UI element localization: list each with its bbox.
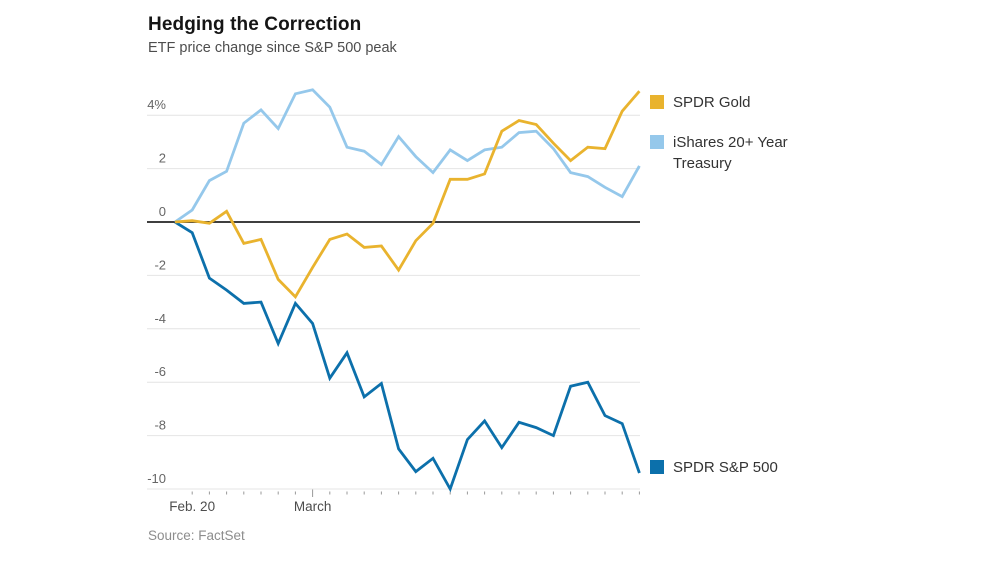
series-line-spdr-gold	[174, 90, 641, 300]
chart-subtitle: ETF price change since S&P 500 peak	[148, 40, 397, 56]
legend-swatch-treasury	[650, 135, 664, 149]
legend-label-sp500: SPDR S&P 500	[673, 459, 778, 476]
x-axis-label: March	[294, 499, 332, 514]
source-attribution: Source: FactSet	[148, 528, 245, 543]
legend-swatch-sp500	[650, 460, 664, 474]
legend-item-spdr-gold: SPDR Gold	[650, 92, 751, 113]
legend-swatch-gold	[650, 95, 664, 109]
legend-item-sp500: SPDR S&P 500	[650, 457, 778, 478]
x-axis-label: Feb. 20	[169, 499, 215, 514]
chart-title: Hedging the Correction	[148, 14, 362, 35]
series-line-ishares-20-year-treasury	[174, 88, 641, 224]
y-axis-label: 0	[159, 204, 166, 219]
legend-item-treasury: iShares 20+ Year Treasury	[650, 132, 788, 174]
legend-label-treasury: iShares 20+ Year Treasury	[673, 134, 788, 172]
series-line-spdr-s-p-500	[174, 220, 641, 493]
y-axis-label: -10	[147, 471, 166, 486]
y-axis-label: 4%	[147, 97, 166, 112]
y-axis-label: -6	[154, 364, 166, 379]
y-axis-label: -8	[154, 418, 166, 433]
y-axis-label: -2	[154, 257, 166, 272]
y-axis-label: 2	[159, 151, 166, 166]
legend-label-spdr-gold: SPDR Gold	[673, 94, 751, 111]
y-axis-label: -4	[154, 311, 166, 326]
